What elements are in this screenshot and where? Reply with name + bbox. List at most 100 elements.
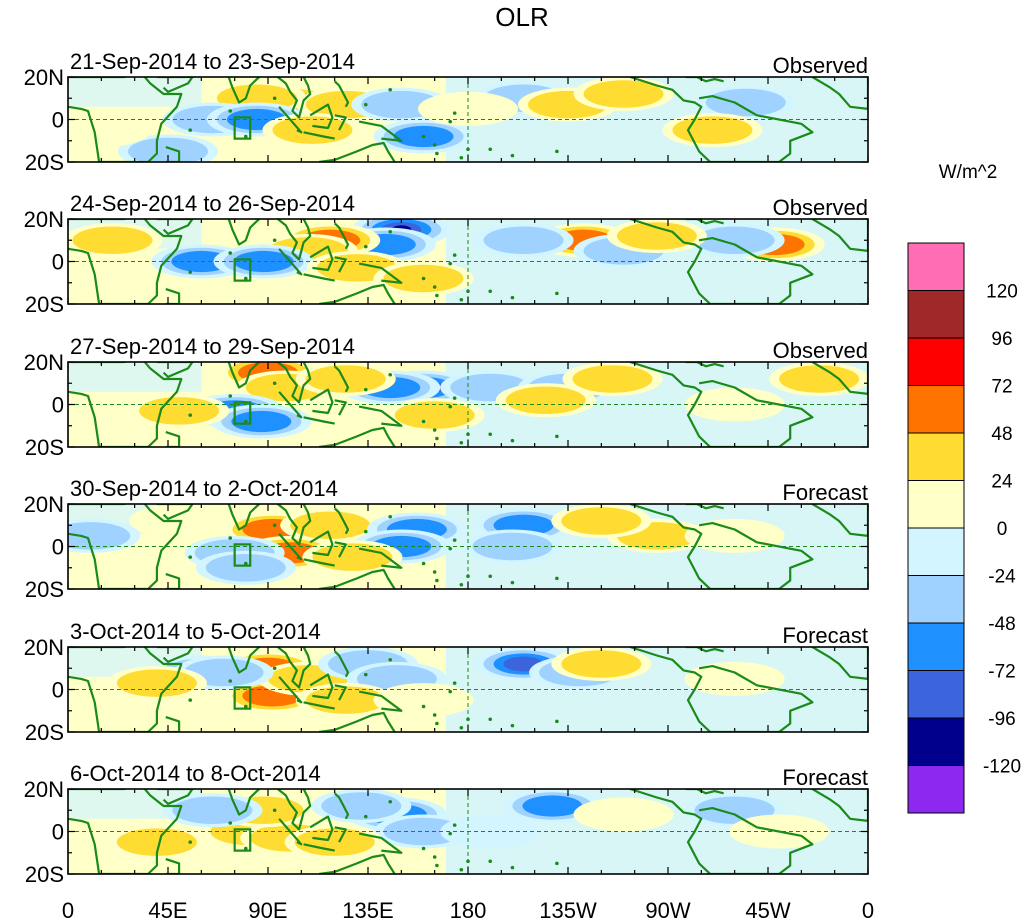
coastline	[227, 647, 261, 674]
coastline	[334, 684, 347, 701]
coastline	[629, 504, 711, 589]
coastline	[811, 647, 868, 680]
island	[388, 229, 393, 234]
coastline	[333, 222, 350, 250]
coastline	[309, 245, 334, 272]
coastline	[303, 701, 335, 710]
y-tick-label: 0	[52, 535, 64, 560]
island	[555, 149, 559, 154]
island	[243, 561, 248, 566]
y-tick-label: 0	[52, 108, 64, 133]
coastline	[165, 858, 181, 874]
coastline	[227, 789, 261, 816]
coastline	[698, 95, 814, 162]
coastline	[358, 262, 403, 284]
anomaly-field	[68, 77, 868, 162]
anomaly-contour	[505, 386, 586, 415]
coastline	[303, 416, 335, 425]
region-box	[233, 258, 252, 282]
x-tick-label: 90W	[645, 898, 690, 922]
island	[228, 679, 233, 683]
island	[555, 434, 559, 439]
coastline	[811, 362, 868, 395]
region-box	[233, 401, 252, 425]
island	[435, 863, 439, 868]
island	[432, 285, 437, 289]
coastline	[227, 362, 261, 389]
island	[243, 704, 248, 709]
colorbar-swatch	[907, 480, 965, 529]
map-panel: 20N 0 20S 3-Oct-2014 to 5-Oct-2014 Forecast	[24, 619, 869, 745]
coastline	[278, 676, 303, 704]
colorbar-swatch	[907, 242, 965, 291]
x-tick-label: 0	[62, 898, 74, 922]
coastline	[156, 362, 194, 378]
panel-kind: Observed	[773, 53, 868, 78]
coastline	[156, 647, 194, 663]
island	[459, 297, 464, 302]
coastline	[811, 504, 868, 537]
anomaly-contour	[305, 365, 386, 393]
island	[510, 438, 515, 443]
colorbar-swatch	[907, 717, 965, 766]
coastline	[68, 647, 183, 732]
y-tick-label: 0	[52, 678, 64, 703]
island	[272, 238, 277, 243]
island	[510, 580, 515, 585]
anomaly-contour	[694, 226, 775, 255]
island	[228, 109, 233, 113]
anomaly-contour	[321, 792, 402, 820]
island	[421, 276, 426, 281]
anomaly-contour	[705, 88, 786, 117]
units-label: W/m^2	[939, 162, 998, 183]
island	[448, 261, 453, 266]
coastline	[278, 818, 303, 846]
coastline	[309, 388, 334, 415]
panel-period: 3-Oct-2014 to 5-Oct-2014	[70, 619, 321, 644]
coastline	[358, 120, 403, 142]
y-tick-label: 20S	[25, 150, 64, 175]
anomaly-contour	[483, 226, 564, 255]
map-panel: 20N 0 20S 27-Sep-2014 to 29-Sep-2014 Observe…	[24, 334, 869, 460]
coastline	[629, 647, 711, 732]
island	[488, 432, 493, 437]
panel-period: 24-Sep-2014 to 26-Sep-2014	[70, 191, 355, 216]
island	[363, 387, 368, 392]
island	[448, 831, 453, 836]
island	[243, 276, 248, 281]
y-tick-label: 20S	[25, 862, 64, 887]
y-tick-label: 0	[52, 393, 64, 418]
island	[421, 561, 426, 566]
island	[432, 428, 437, 432]
island	[272, 96, 277, 101]
island	[272, 381, 277, 386]
island	[363, 244, 368, 249]
colorbar-swatch	[907, 670, 965, 719]
coastline	[227, 504, 261, 531]
coastlines	[68, 219, 868, 304]
coastline	[309, 673, 334, 700]
coastline	[275, 77, 312, 119]
island	[272, 666, 277, 671]
coastline	[156, 219, 194, 235]
coastline	[685, 219, 724, 225]
region-box	[233, 686, 252, 710]
island	[188, 128, 193, 132]
island	[510, 295, 515, 300]
island	[188, 840, 193, 844]
island	[421, 704, 426, 709]
island	[452, 111, 457, 115]
anomaly-contour	[561, 507, 642, 535]
panel-kind: Forecast	[782, 480, 868, 505]
region-box	[233, 116, 252, 140]
island	[452, 396, 457, 400]
panel-period: 27-Sep-2014 to 29-Sep-2014	[70, 334, 355, 359]
anomaly-contour	[72, 226, 153, 255]
coastline	[698, 807, 814, 874]
background-band	[68, 362, 202, 392]
island	[435, 721, 439, 726]
island	[459, 440, 464, 445]
island	[510, 723, 515, 728]
anomaly-contour	[272, 116, 353, 144]
coastline	[334, 114, 347, 131]
